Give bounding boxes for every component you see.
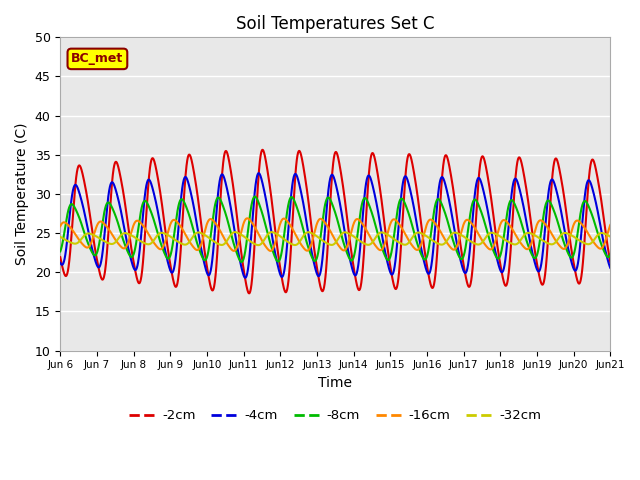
-4cm [389, 270, 397, 276]
Title: Soil Temperatures Set C: Soil Temperatures Set C [236, 15, 435, 33]
-4cm [399, 181, 406, 187]
-8cm [174, 205, 182, 211]
-32cm [255, 242, 262, 248]
-2cm [606, 258, 614, 264]
-4cm [607, 265, 614, 271]
-2cm [174, 276, 182, 282]
-2cm [554, 161, 562, 167]
-8cm [606, 252, 614, 258]
Line: -8cm: -8cm [60, 197, 611, 262]
Line: -32cm: -32cm [60, 232, 611, 245]
X-axis label: Time: Time [318, 376, 352, 390]
-4cm [210, 241, 218, 247]
-16cm [174, 220, 182, 226]
-8cm [607, 252, 614, 257]
-2cm [259, 147, 266, 153]
-4cm [554, 195, 562, 201]
-8cm [389, 240, 397, 245]
-32cm [607, 234, 614, 240]
-2cm [607, 259, 614, 265]
-16cm [554, 241, 562, 247]
-2cm [245, 290, 253, 296]
-4cm [606, 264, 614, 270]
-32cm [606, 234, 614, 240]
-4cm [174, 229, 182, 235]
Legend: -2cm, -4cm, -8cm, -16cm, -32cm: -2cm, -4cm, -8cm, -16cm, -32cm [124, 404, 547, 428]
-16cm [606, 223, 614, 228]
Line: -2cm: -2cm [60, 150, 611, 293]
-8cm [251, 194, 259, 200]
-32cm [554, 236, 562, 241]
-8cm [554, 221, 562, 227]
-8cm [399, 196, 406, 202]
-32cm [268, 229, 275, 235]
-4cm [56, 260, 64, 265]
-2cm [399, 214, 406, 220]
-16cm [243, 216, 251, 221]
Line: -16cm: -16cm [60, 218, 611, 251]
-32cm [56, 234, 64, 240]
Line: -4cm: -4cm [60, 173, 611, 278]
-16cm [56, 223, 64, 229]
-2cm [389, 279, 397, 285]
-8cm [237, 259, 245, 265]
-8cm [56, 249, 64, 254]
-8cm [210, 209, 218, 215]
-16cm [607, 222, 614, 228]
-16cm [399, 227, 406, 232]
Text: BC_met: BC_met [71, 52, 124, 65]
-32cm [399, 241, 406, 247]
-16cm [389, 216, 397, 222]
-32cm [210, 239, 218, 244]
-2cm [210, 285, 218, 290]
-2cm [56, 254, 64, 260]
-16cm [267, 248, 275, 254]
Y-axis label: Soil Temperature (C): Soil Temperature (C) [15, 123, 29, 265]
-32cm [389, 236, 397, 241]
-4cm [241, 275, 249, 281]
-32cm [174, 239, 182, 245]
-16cm [210, 218, 218, 224]
-4cm [255, 170, 262, 176]
